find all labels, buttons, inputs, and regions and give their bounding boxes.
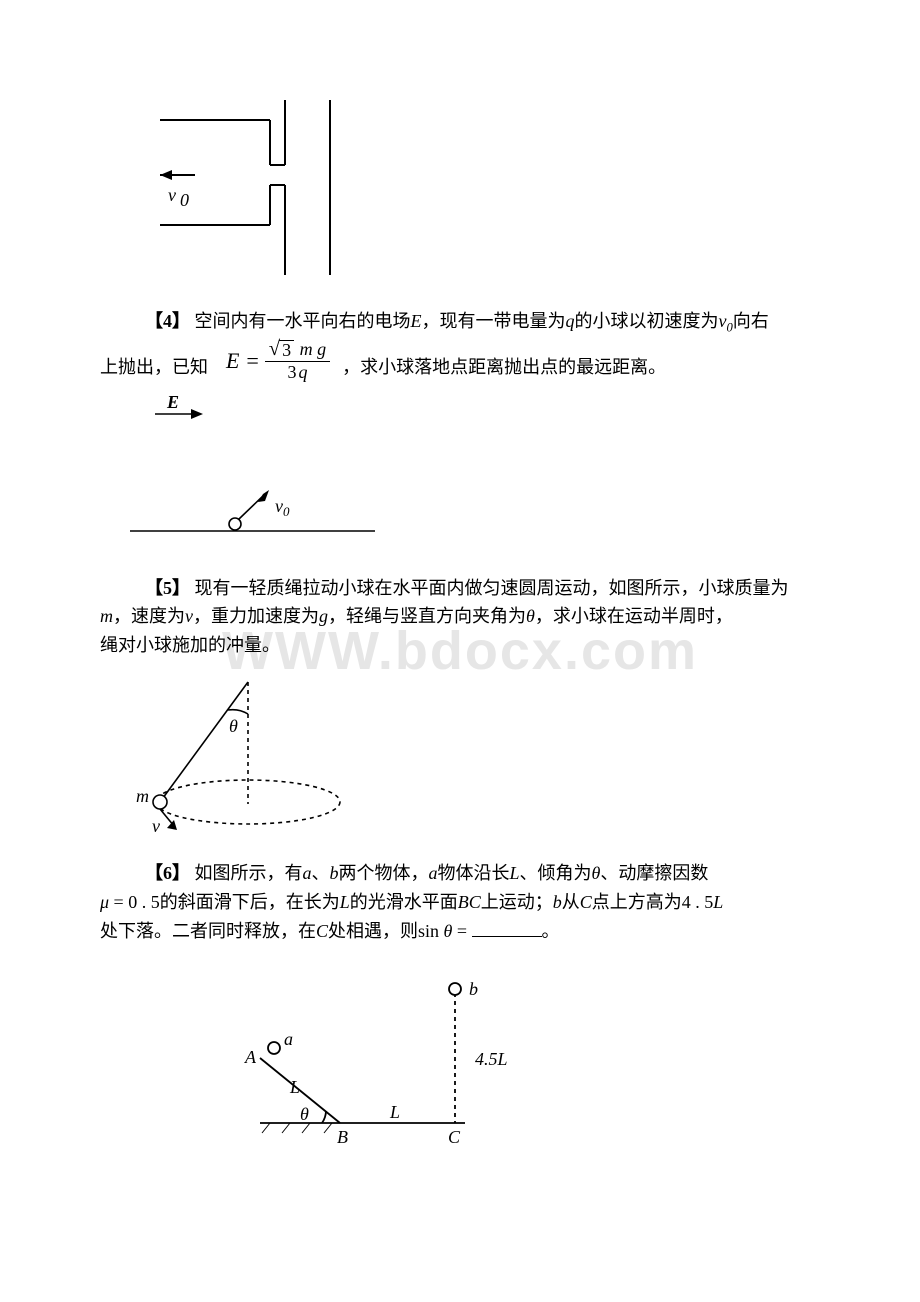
q4-t6: ，求小球落地点距离抛出点的最远距离。 — [342, 353, 666, 382]
q6-line1: 【6】 如图所示，有a、b两个物体，a物体沿长L、倾角为θ、动摩擦因数 — [100, 859, 820, 888]
q6-line3: 处下落。二者同时释放，在C处相遇，则sin θ = 。 — [100, 917, 820, 946]
q5-bracket: 【5】 — [145, 578, 190, 598]
q5-t1: 现有一轻质绳拉动小球在水平面内做匀速圆周运动，如图所示，小球质量为 — [195, 578, 789, 598]
fig3-v0-sub: 0 — [180, 190, 189, 210]
q6-C: C — [580, 892, 592, 912]
fig6-A: A — [244, 1047, 257, 1067]
q4-t4: 向右 — [733, 311, 769, 331]
q6-L2: L — [340, 892, 350, 912]
q4-q: q — [566, 311, 575, 331]
q6-mu: μ — [100, 892, 109, 912]
q5-t2: ，速度为 — [113, 606, 185, 626]
fig6-theta: θ — [300, 1104, 309, 1124]
q5-line3: 绳对小球施加的冲量。 — [100, 631, 820, 660]
q5-t4: ，轻绳与竖直方向夹角为 — [328, 606, 526, 626]
q6-line2: μ = 0 . 5的斜面滑下后，在长为L的光滑水平面BC上运动；b从C点上方高为… — [100, 888, 820, 917]
q6-b: b — [330, 863, 339, 883]
q6-45: 4 . 5 — [682, 892, 714, 912]
q6-t12: 处下落。二者同时释放，在 — [100, 921, 316, 941]
q6-BC: BC — [458, 892, 481, 912]
q4-num-tail: m g — [300, 339, 327, 359]
q6-blank — [472, 919, 542, 937]
q6-bracket: 【6】 — [145, 863, 190, 883]
fig5-theta: θ — [229, 716, 238, 736]
q4-t3: 的小球以初速度为 — [575, 311, 719, 331]
q6-t11: 点上方高为 — [592, 892, 682, 912]
fig6-C: C — [448, 1127, 461, 1147]
q5-th: θ — [526, 606, 535, 626]
q6-a: a — [303, 863, 312, 883]
q6-a2: a — [429, 863, 438, 883]
q4-t5: 上抛出，已知 — [100, 353, 208, 382]
figure-3: v 0 — [140, 90, 820, 285]
q4-f-lhs: E = — [226, 343, 260, 378]
q5-line1: 【5】 现有一轻质绳拉动小球在水平面内做匀速圆周运动，如图所示，小球质量为 — [100, 574, 820, 603]
q4-sqrt: 3 — [279, 340, 294, 360]
figure-4: E v0 — [125, 396, 820, 546]
q5-t3: ，重力加速度为 — [193, 606, 319, 626]
q6-b2: b — [553, 892, 562, 912]
fig5-v: v — [152, 816, 160, 836]
q4-fraction: √3 m g 3q — [265, 340, 330, 382]
q6-t9: 上运动； — [481, 892, 553, 912]
q6-L3: L — [713, 892, 723, 912]
q5-line2: m，速度为v，重力加速度为g，轻绳与竖直方向夹角为θ，求小球在运动半周时， — [100, 602, 820, 631]
fig6-45L: 4.5L — [475, 1049, 508, 1069]
q6-L: L — [510, 863, 520, 883]
figure-6: A a b L θ L B C 4.5L — [240, 973, 820, 1163]
q6-t13: 处相遇，则 — [328, 921, 418, 941]
q6-period: 。 — [542, 921, 560, 941]
fig3-v0-label: v — [168, 185, 176, 205]
q6-t6: 、动摩擦因数 — [600, 863, 708, 883]
q6-sin: sin — [418, 921, 444, 941]
q6-05: = 0 . 5 — [109, 892, 160, 912]
fig4-v0: v0 — [275, 496, 290, 519]
q6-t10: 从 — [562, 892, 580, 912]
q4-den-b: q — [298, 362, 307, 382]
fig6-B: B — [337, 1127, 348, 1147]
q6-eq: = — [452, 921, 467, 941]
q6-t4: 物体沿长 — [438, 863, 510, 883]
q4-den-a: 3 — [287, 362, 296, 382]
q6-t3: 两个物体， — [339, 863, 429, 883]
q4-E: E — [411, 311, 422, 331]
q6-t8: 的光滑水平面 — [350, 892, 458, 912]
q4-bracket: 【4】 — [145, 311, 190, 331]
q5-g: g — [319, 606, 328, 626]
q4-line2: 上抛出，已知 E = √3 m g 3q ，求小球落地点距离抛出点的最远距离。 — [100, 340, 820, 382]
fig4-E: E — [166, 396, 179, 412]
fig6-a: a — [284, 1029, 293, 1049]
q4-v0: v — [719, 311, 727, 331]
q5-t5: ，求小球在运动半周时， — [535, 606, 733, 626]
q6-t2: 、 — [312, 863, 330, 883]
q6-t1: 如图所示，有 — [195, 863, 303, 883]
fig5-m: m — [136, 786, 149, 806]
figure-5: θ m v — [130, 674, 820, 839]
q6-t7: 的斜面滑下后，在长为 — [160, 892, 340, 912]
q6-C2: C — [316, 921, 328, 941]
q4-t2: ，现有一带电量为 — [422, 311, 566, 331]
fig6-b: b — [469, 979, 478, 999]
q5-m: m — [100, 606, 113, 626]
q5-v: v — [185, 606, 193, 626]
q6-t5: 、倾角为 — [520, 863, 592, 883]
q5-t6: 绳对小球施加的冲量。 — [100, 635, 280, 655]
fig6-L2: L — [389, 1102, 400, 1122]
q4-t1: 空间内有一水平向右的电场 — [195, 311, 411, 331]
q4-line1: 【4】 空间内有一水平向右的电场E，现有一带电量为q的小球以初速度为v0向右 — [100, 307, 820, 338]
fig6-L1: L — [289, 1077, 300, 1097]
